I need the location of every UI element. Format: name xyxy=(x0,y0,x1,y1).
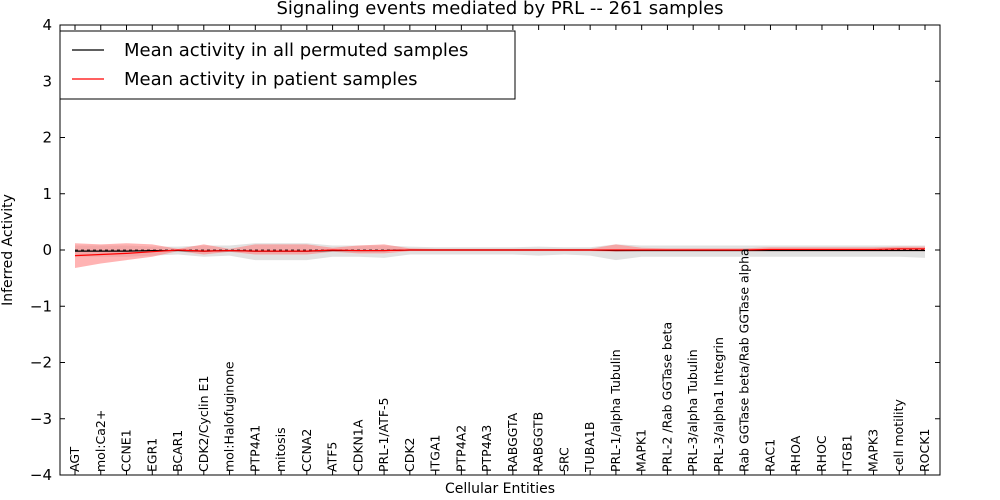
category-label: PRL-2 /Rab GGTase beta xyxy=(659,322,674,472)
plot-frame xyxy=(59,24,941,476)
legend-label-patient: Mean activity in patient samples xyxy=(124,69,418,90)
category-label: CDKN1A xyxy=(350,419,365,472)
y-tick-label: −1 xyxy=(30,297,52,315)
category-label: mol:Halofuginone xyxy=(222,361,237,472)
category-label: TUBA1B xyxy=(582,422,597,473)
category-label: Rab GGTase beta/Rab GGTase alpha xyxy=(737,248,752,472)
y-tick-label: 1 xyxy=(42,185,52,203)
y-tick-label: −4 xyxy=(30,466,52,484)
category-label: PRL-1/ATF-5 xyxy=(376,397,391,472)
category-label: ITGA1 xyxy=(428,434,443,472)
category-label: RABGGTB xyxy=(531,412,546,472)
category-label: PRL-3/alpha1 Integrin xyxy=(711,337,726,472)
category-label: mol:Ca2+ xyxy=(93,410,108,472)
category-label: EGR1 xyxy=(144,438,159,472)
category-label: ITGB1 xyxy=(840,434,855,472)
y-axis-label: Inferred Activity xyxy=(0,194,16,306)
category-label: cell motility xyxy=(891,398,906,472)
y-tick-label: −3 xyxy=(30,410,52,428)
category-label: SRC xyxy=(556,447,571,472)
category-label: MAPK1 xyxy=(634,429,649,472)
chart-title: Signaling events mediated by PRL -- 261 … xyxy=(276,0,723,19)
y-tick-label: 3 xyxy=(42,72,52,90)
category-label: BCAR1 xyxy=(170,430,185,472)
y-tick-label: −2 xyxy=(30,354,52,372)
category-label: CCNE1 xyxy=(119,429,134,472)
category-label: RHOA xyxy=(788,435,803,472)
category-label: ATF5 xyxy=(325,442,340,472)
axis-ticks: −4 −3 −2 −1 0 1 2 3 4 xyxy=(30,16,940,484)
category-label: MAPK3 xyxy=(865,429,880,472)
series-lines xyxy=(74,248,925,257)
category-label: ROCK1 xyxy=(917,429,932,472)
category-label: CCNA2 xyxy=(299,429,314,472)
legend: Mean activity in all permuted samples Me… xyxy=(59,30,516,100)
category-label: PRL-1/alpha Tubulin xyxy=(608,349,623,472)
category-label: PRL-3/alpha Tubulin xyxy=(685,349,700,472)
y-tick-label: 2 xyxy=(42,129,52,147)
category-label: AGT xyxy=(67,446,82,472)
category-label: RAC1 xyxy=(762,439,777,472)
category-labels: AGT mol:Ca2+ CCNE1 EGR1 BCAR1 CDK2/Cyclin E1 m… xyxy=(67,248,932,473)
x-axis-label: Cellular Entities xyxy=(445,481,555,497)
category-label: PTP4A1 xyxy=(247,425,262,472)
category-label: CDK2/Cyclin E1 xyxy=(196,376,211,472)
category-label: PTP4A2 xyxy=(453,425,468,472)
series-line-patient xyxy=(74,248,925,257)
category-label: mitosis xyxy=(273,427,288,472)
y-tick-label: 4 xyxy=(42,16,52,34)
legend-box xyxy=(59,30,516,100)
confidence-bands xyxy=(75,243,925,268)
category-label: CDK2 xyxy=(402,437,417,472)
legend-label-permuted: Mean activity in all permuted samples xyxy=(124,40,468,61)
category-label: PTP4A3 xyxy=(479,425,494,472)
y-tick-label: 0 xyxy=(42,241,52,259)
category-label: RABGGTA xyxy=(505,412,520,472)
category-label: RHOC xyxy=(814,435,829,472)
